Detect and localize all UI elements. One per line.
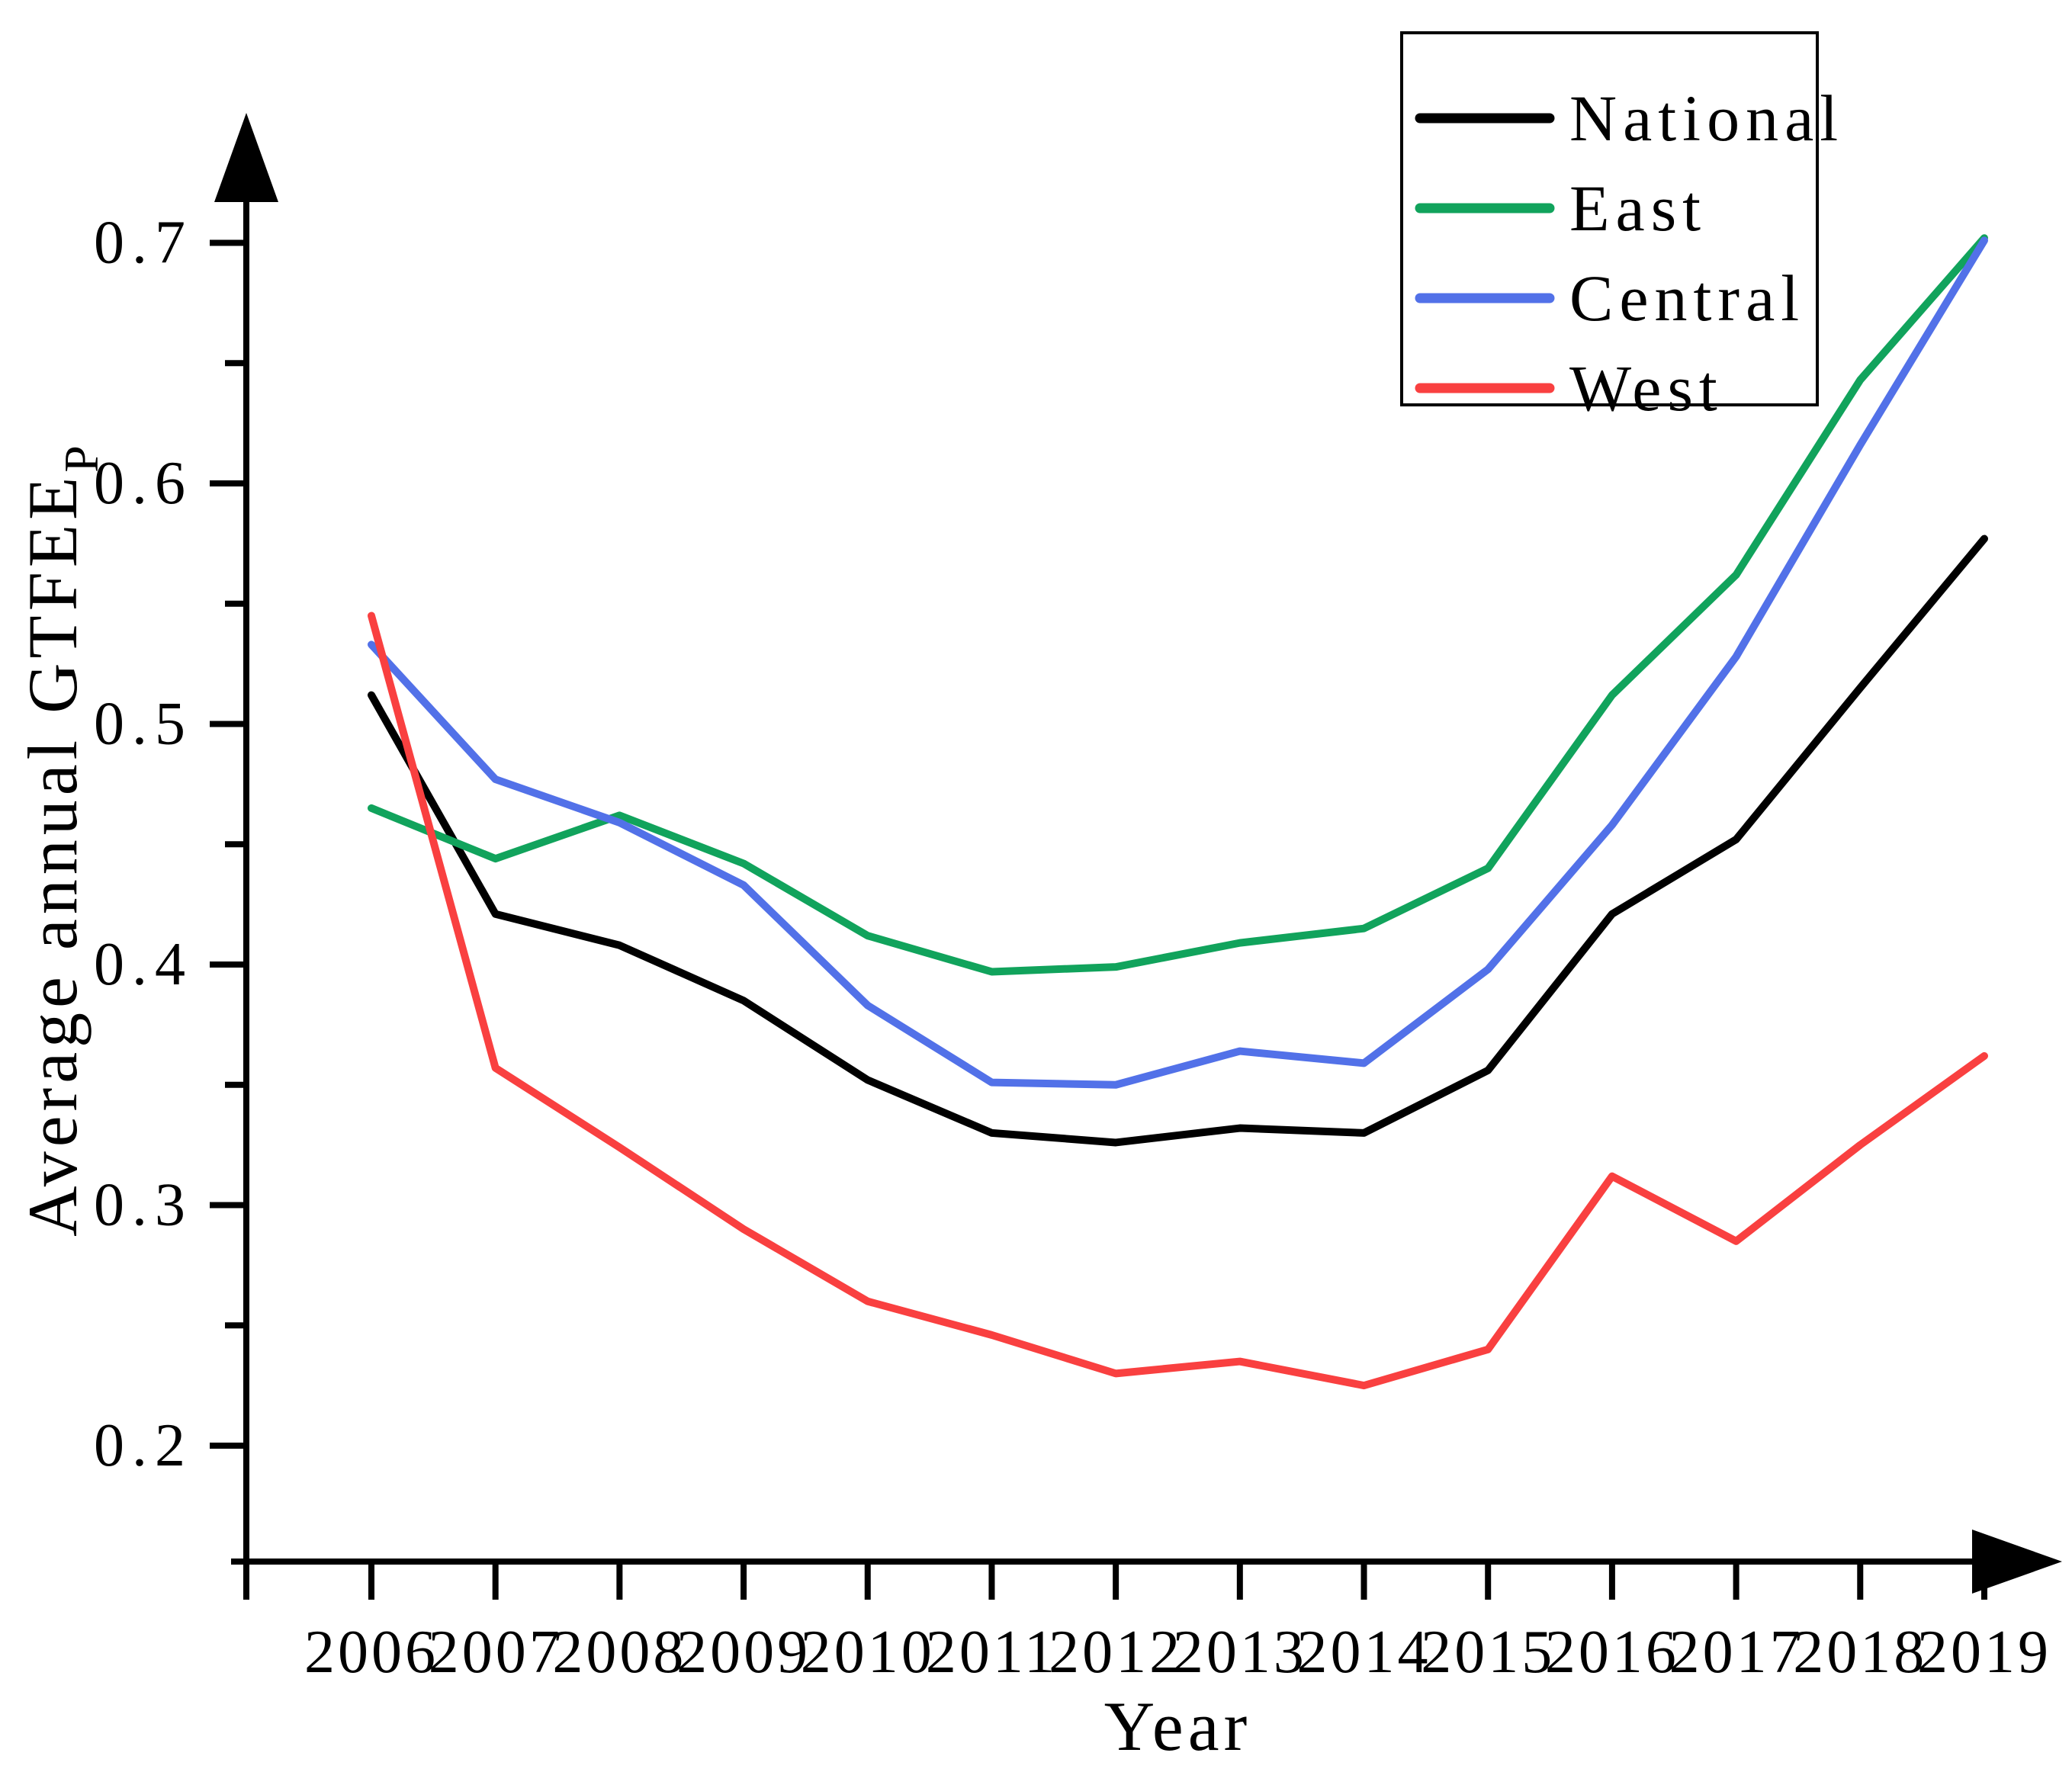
y-tick-label: 0.5 xyxy=(94,691,193,758)
y-axis-arrowhead-icon xyxy=(214,113,278,202)
legend-label-east: East xyxy=(1569,172,1707,245)
legend-item-central: Central xyxy=(1415,262,1805,335)
y-tick-label: 0.2 xyxy=(94,1412,193,1479)
x-axis-title: Year xyxy=(1104,1687,1252,1765)
x-tick-label: 2012 xyxy=(1049,1619,1183,1686)
series-line-west xyxy=(368,612,1988,1390)
x-tick-label: 2010 xyxy=(801,1619,935,1686)
x-tick-label: 2008 xyxy=(552,1619,686,1686)
y-tick-label: 0.4 xyxy=(94,931,193,998)
x-tick-label: 2009 xyxy=(676,1619,811,1686)
legend-item-national: National xyxy=(1415,82,1844,155)
y-tick-label: 0.3 xyxy=(94,1172,193,1239)
x-tick-label: 2017 xyxy=(1669,1619,1804,1686)
y-axis-title: Average annual GTFEEP xyxy=(14,441,108,1237)
x-tick-label: 2019 xyxy=(1917,1619,2051,1686)
series-line-east xyxy=(368,234,1988,976)
x-tick-label: 2018 xyxy=(1793,1619,1927,1686)
legend: National East Central West xyxy=(1400,31,1844,425)
legend-label-west: West xyxy=(1569,352,1723,425)
legend-label-central: Central xyxy=(1569,262,1805,335)
legend-item-east: East xyxy=(1415,172,1707,245)
y-tick-label: 0.7 xyxy=(94,210,193,277)
series-line-central xyxy=(368,236,1988,1089)
y-tick-label: 0.6 xyxy=(94,450,193,517)
x-tick-label: 2015 xyxy=(1421,1619,1555,1686)
x-tick-label: 2016 xyxy=(1545,1619,1679,1686)
x-tick-label: 2011 xyxy=(926,1619,1058,1686)
series-line-national xyxy=(368,534,1988,1147)
x-tick-label: 2014 xyxy=(1297,1619,1431,1686)
legend-label-national: National xyxy=(1569,82,1844,155)
x-tick-label: 2013 xyxy=(1173,1619,1307,1686)
x-tick-label: 2006 xyxy=(304,1619,438,1686)
x-tick-label: 2007 xyxy=(429,1619,563,1686)
legend-item-west: West xyxy=(1415,352,1723,425)
x-axis-arrowhead-icon xyxy=(1972,1530,2062,1594)
legend-box xyxy=(1400,31,1819,406)
